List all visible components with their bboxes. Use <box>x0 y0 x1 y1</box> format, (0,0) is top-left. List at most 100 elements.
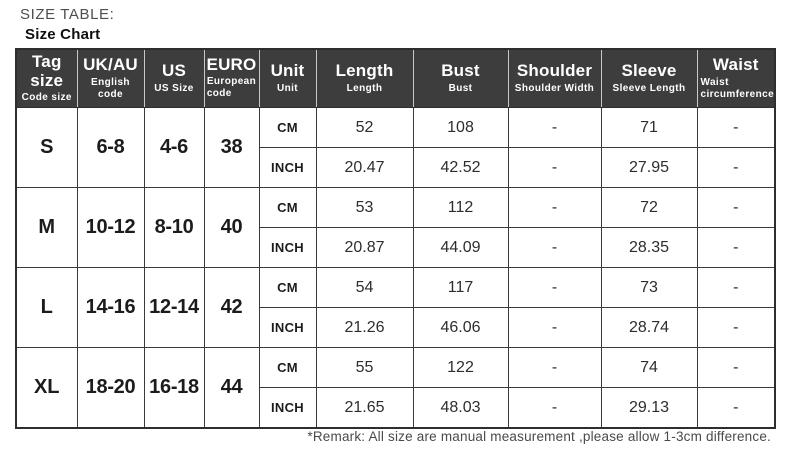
col-header-sleeve: Sleeve Sleeve Length <box>600 48 698 108</box>
length-value-cell: 20.87 <box>315 227 414 268</box>
shoulder-value-cell: - <box>507 387 602 429</box>
us-cell: 16-18 <box>143 347 205 429</box>
euro-cell: 42 <box>203 267 260 348</box>
col-header-uk-au: UK/AU English code <box>76 48 145 108</box>
shoulder-value-cell: - <box>507 187 602 228</box>
size-row-m-inch: INCH 20.87 44.09 - 28.35 - <box>16 227 776 268</box>
sleeve-value-cell: 28.35 <box>600 227 698 268</box>
uk-au-cell: 6-8 <box>76 107 145 188</box>
col-header-main: UK/AU <box>83 55 138 75</box>
size-row-m-cm: M 10-12 8-10 40 CM 53 112 - 72 - <box>15 187 776 268</box>
tag-size-cell: XL <box>15 347 78 429</box>
col-header-sub: Code size <box>21 92 72 104</box>
page-title: SIZE TABLE: <box>20 6 115 23</box>
euro-cell: 44 <box>203 347 260 429</box>
size-row-xl-cm: XL 18-20 16-18 44 CM 55 122 - 74 - <box>15 347 776 429</box>
tag-size-cell: S <box>15 107 78 188</box>
bust-value-cell: 46.06 <box>412 307 509 348</box>
unit-cell: INCH <box>258 147 317 188</box>
sleeve-value-cell: 71 <box>600 107 698 148</box>
length-value-cell: 55 <box>315 347 414 388</box>
bust-value-cell: 108 <box>412 107 509 148</box>
size-row-s-cm: S 6-8 4-6 38 CM 52 108 - 71 - <box>15 107 776 188</box>
unit-cell: CM <box>258 347 317 388</box>
waist-value-cell: - <box>696 347 776 388</box>
header-row: Tag size Code size UK/AU English code US… <box>15 48 776 108</box>
col-header-sub: Waist circumference <box>700 76 775 100</box>
col-header-sub: English code <box>91 76 130 100</box>
size-row-s-inch: INCH 20.47 42.52 - 27.95 - <box>16 147 776 188</box>
col-header-sub: European code <box>206 76 257 100</box>
col-header-length: Length Length <box>315 48 414 108</box>
col-header-tag-size: Tag size Code size <box>15 48 78 108</box>
col-header-main: Bust <box>441 61 480 81</box>
col-header-sub: Shoulder Width <box>514 82 595 94</box>
shoulder-value-cell: - <box>507 107 602 148</box>
col-header-main: Tag size <box>30 51 64 90</box>
col-header-main: Sleeve <box>621 61 677 81</box>
col-header-us: US US Size <box>143 48 205 108</box>
bust-value-cell: 44.09 <box>412 227 509 268</box>
col-header-main: Unit <box>270 61 305 81</box>
bust-value-cell: 112 <box>412 187 509 228</box>
tag-size-cell: L <box>15 267 78 348</box>
shoulder-value-cell: - <box>507 227 602 268</box>
unit-cell: CM <box>258 187 317 228</box>
unit-cell: INCH <box>258 307 317 348</box>
sleeve-value-cell: 72 <box>600 187 698 228</box>
us-cell: 4-6 <box>143 107 205 188</box>
shoulder-value-cell: - <box>507 307 602 348</box>
euro-cell: 38 <box>203 107 260 188</box>
unit-cell: CM <box>258 107 317 148</box>
length-value-cell: 53 <box>315 187 414 228</box>
col-header-sub: Sleeve Length <box>612 82 686 94</box>
sleeve-value-cell: 74 <box>600 347 698 388</box>
remark-note: *Remark: All size are manual measurement… <box>307 429 771 444</box>
length-value-cell: 52 <box>315 107 414 148</box>
col-header-shoulder: Shoulder Shoulder Width <box>507 48 602 108</box>
waist-value-cell: - <box>696 187 776 228</box>
col-header-sub: US Size <box>154 82 194 94</box>
shoulder-value-cell: - <box>507 347 602 388</box>
sleeve-value-cell: 29.13 <box>600 387 698 429</box>
col-header-main: Length <box>335 61 394 81</box>
waist-value-cell: - <box>696 107 776 148</box>
bust-value-cell: 122 <box>412 347 509 388</box>
length-value-cell: 54 <box>315 267 414 308</box>
col-header-waist: Waist Waist circumference <box>696 48 776 108</box>
sleeve-value-cell: 27.95 <box>600 147 698 188</box>
uk-au-cell: 14-16 <box>76 267 145 348</box>
page-subtitle: Size Chart <box>25 26 101 43</box>
bust-value-cell: 42.52 <box>412 147 509 188</box>
uk-au-cell: 10-12 <box>76 187 145 268</box>
size-row-xl-inch: INCH 21.65 48.03 - 29.13 - <box>16 387 776 429</box>
col-header-sub: Bust <box>448 82 473 94</box>
unit-cell: INCH <box>258 387 317 429</box>
col-header-unit: Unit Unit <box>258 48 317 108</box>
col-header-sub: Unit <box>276 82 299 94</box>
tag-size-cell: M <box>15 187 78 268</box>
col-header-bust: Bust Bust <box>412 48 509 108</box>
length-value-cell: 21.65 <box>315 387 414 429</box>
col-header-main: Shoulder <box>516 61 593 81</box>
us-cell: 12-14 <box>143 267 205 348</box>
col-header-main: US <box>161 61 187 81</box>
waist-value-cell: - <box>696 147 776 188</box>
shoulder-value-cell: - <box>507 147 602 188</box>
euro-cell: 40 <box>203 187 260 268</box>
size-row-l-cm: L 14-16 12-14 42 CM 54 117 - 73 - <box>15 267 776 348</box>
col-header-main: EURO <box>206 54 257 74</box>
col-header-main: Waist <box>712 55 759 75</box>
waist-value-cell: - <box>696 227 776 268</box>
size-chart-table: Tag size Code size UK/AU English code US… <box>15 48 777 429</box>
unit-cell: CM <box>258 267 317 308</box>
size-row-l-inch: INCH 21.26 46.06 - 28.74 - <box>16 307 776 348</box>
bust-value-cell: 48.03 <box>412 387 509 429</box>
shoulder-value-cell: - <box>507 267 602 308</box>
length-value-cell: 20.47 <box>315 147 414 188</box>
unit-cell: INCH <box>258 227 317 268</box>
uk-au-cell: 18-20 <box>76 347 145 429</box>
col-header-euro: EURO European code <box>203 48 260 108</box>
bust-value-cell: 117 <box>412 267 509 308</box>
